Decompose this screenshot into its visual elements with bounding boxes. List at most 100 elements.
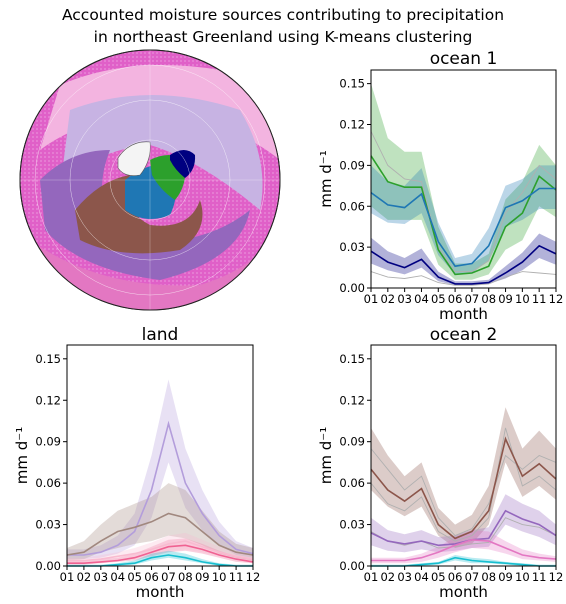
land-ytick-label-0: 0.00	[35, 559, 61, 573]
figure-title-line2: in northeast Greenland using K-means clu…	[94, 28, 473, 46]
land-xtick-label-3: 04	[110, 570, 125, 584]
ocean2-xtick-label-1: 02	[380, 570, 395, 584]
land-xlabel: month	[136, 583, 185, 600]
ocean1-xtick-label-9: 10	[515, 292, 530, 306]
ocean2-ytick-label-1: 0.03	[339, 518, 365, 532]
land-xtick-label-0: 01	[60, 570, 75, 584]
ocean1-series-0-band	[371, 83, 556, 280]
land-axes-frame	[66, 344, 254, 567]
ocean1-xtick-label-3: 04	[414, 292, 429, 306]
land-xtick-label-5: 06	[144, 570, 159, 584]
land-ytick-label-3: 0.09	[35, 435, 61, 449]
ocean2-series-2-line	[371, 538, 557, 562]
land-series-3-line	[67, 540, 254, 562]
land-xtick-label-6: 07	[161, 570, 176, 584]
ocean1-xlabel: month	[439, 305, 488, 323]
ocean1-xtick-label-4: 05	[431, 292, 446, 306]
ocean2-xtick-label-6: 07	[465, 570, 480, 584]
land-ytick-label-5: 0.15	[35, 352, 61, 366]
ocean2-thin-line-2	[370, 517, 557, 549]
ocean1-xtick-label-11: 12	[549, 292, 564, 306]
ocean2-series-2-band	[371, 530, 556, 564]
ocean2-axes-frame	[370, 344, 557, 567]
land-xtick-label-11: 12	[246, 570, 261, 584]
ocean1-xtick-label-6: 07	[465, 292, 480, 306]
land-xtick-label-9: 10	[212, 570, 227, 584]
land-series-2-band	[67, 538, 253, 565]
ocean1-xtick-label-2: 03	[397, 292, 412, 306]
land-brown-region	[75, 175, 203, 254]
ocean2-ytick-label-3: 0.09	[339, 435, 365, 449]
ocean2-xtick-label-10: 11	[532, 570, 547, 584]
ocean1-ytick-label-2: 0.06	[339, 199, 365, 213]
figure-title-line1: Accounted moisture sources contributing …	[62, 6, 504, 24]
land-ytick-label-1: 0.03	[35, 518, 61, 532]
land-ylabel: mm d⁻¹	[13, 427, 31, 484]
land-xtick-label-10: 11	[229, 570, 244, 584]
ocean1-ytick-label-0: 0.00	[339, 281, 365, 295]
ocean1-thin-line-1	[370, 271, 557, 286]
ocean1-xtick-label-7: 08	[481, 292, 496, 306]
ocean2-xtick-label-3: 04	[414, 570, 429, 584]
ocean2-thin-line-0	[370, 448, 557, 537]
land-xtick-label-2: 03	[93, 570, 108, 584]
ocean1-ylabel: mm d⁻¹	[317, 150, 335, 207]
ocean2-ytick-label-0: 0.00	[339, 559, 365, 573]
ocean2-xtick-label-7: 08	[481, 570, 496, 584]
land-series-2-line	[67, 544, 254, 565]
light-purple-region-north	[60, 95, 263, 210]
ocean1-xtick-label-8: 09	[498, 292, 513, 306]
land-series-1-band	[67, 483, 253, 561]
ocean1-xtick-label-1: 02	[380, 292, 395, 306]
ocean1-xtick-label-5: 06	[448, 292, 463, 306]
land-series-0-line	[67, 420, 254, 556]
ocean2-xtick-label-9: 10	[515, 570, 530, 584]
ocean1-title: ocean 1	[430, 49, 498, 69]
land-series-0-band	[67, 379, 253, 560]
land-ytick-label-4: 0.12	[35, 393, 61, 407]
greenland-white	[117, 141, 151, 176]
ocean2-ylabel: mm d⁻¹	[317, 427, 335, 484]
ocean2-series-1-band	[371, 494, 556, 553]
ocean2-ytick-label-4: 0.12	[339, 393, 365, 407]
ocean1-xtick-label-0: 01	[364, 292, 379, 306]
ocean2-xtick-label-8: 09	[498, 570, 513, 584]
chart-land: land 0.00 0.03 0.06 0.09 0.12 0.15 01 02 03 04 05 06…	[13, 325, 261, 601]
ocean1-thin-line-0	[370, 131, 557, 273]
land-xtick-label-1: 02	[77, 570, 92, 584]
land-series-1-line	[66, 512, 254, 556]
ocean1-ytick-label-5: 0.15	[339, 77, 365, 91]
ocean1-ytick-label-1: 0.03	[339, 240, 365, 254]
ocean2-xlabel: month	[439, 583, 488, 600]
ocean1-ytick-label-3: 0.09	[339, 158, 365, 172]
ocean2-xtick-label-4: 05	[431, 570, 446, 584]
ocean2-xtick-label-2: 03	[397, 570, 412, 584]
land-xtick-label-4: 05	[127, 570, 142, 584]
land-series-3-band	[67, 532, 253, 564]
land-ytick-label-2: 0.06	[35, 476, 61, 490]
ocean1-series-0-line	[370, 155, 557, 276]
land-xtick-label-7: 08	[178, 570, 193, 584]
ocean1-series-2-band	[371, 233, 556, 286]
land-title: land	[142, 325, 179, 345]
ocean2-xtick-label-11: 12	[549, 570, 564, 584]
ocean1-series-2-line	[370, 244, 557, 285]
ocean2-title: ocean 2	[430, 325, 498, 345]
land-xtick-label-8: 09	[195, 570, 210, 584]
ocean2-series-0-line	[370, 436, 557, 540]
ocean2-ytick-label-5: 0.15	[339, 352, 365, 366]
polar-map	[19, 49, 281, 311]
ocean2-xtick-label-5: 06	[448, 570, 463, 584]
ocean2-ytick-label-2: 0.06	[339, 476, 365, 490]
ocean2-thin-line-1	[370, 427, 557, 542]
ocean2-xtick-label-0: 01	[364, 570, 379, 584]
ocean1-xtick-label-10: 11	[532, 292, 547, 306]
ocean1-ytick-label-4: 0.12	[339, 118, 365, 132]
ocean1-series-1-line	[370, 187, 556, 268]
ocean1-series-1-band	[371, 165, 556, 275]
ocean1-axes-frame	[370, 69, 557, 289]
